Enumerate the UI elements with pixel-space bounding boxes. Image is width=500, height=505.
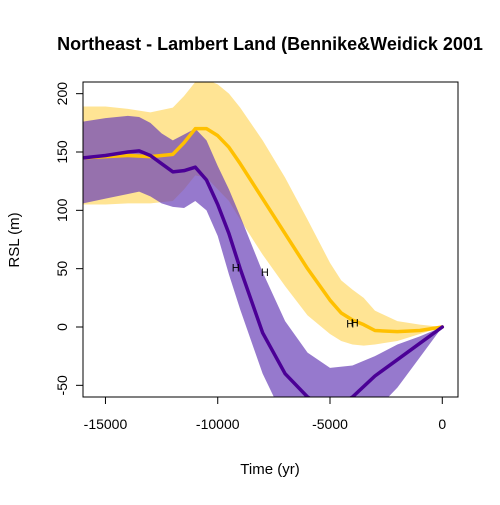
x-tick-label: 0 [438, 416, 446, 432]
x-tick-label: -5000 [312, 416, 348, 432]
x-tick-label: -10000 [196, 416, 240, 432]
series-line-2 [83, 149, 445, 397]
y-tick-label: 100 [54, 198, 70, 222]
x-axis-label: Time (yr) [240, 461, 299, 478]
observation-marker: H [351, 317, 359, 329]
y-tick-label: 0 [54, 323, 70, 331]
y-tick-label: 150 [54, 140, 70, 164]
observation-marker: H [232, 263, 240, 275]
y-tick-label: -50 [54, 375, 70, 395]
y-tick-label: 50 [54, 261, 70, 277]
y-tick-label: 200 [54, 82, 70, 106]
plot-area [83, 82, 445, 397]
plot-frame [82, 81, 459, 398]
y-axis-label: RSL (m) [6, 212, 23, 267]
observation-marker: H [261, 267, 269, 279]
x-tick-label: -15000 [84, 416, 128, 432]
uncertainty-band-2 [83, 115, 443, 397]
axes: -15000 -10000 -5000 0 -50 0 50 100 150 200 [54, 81, 459, 432]
series-line-1 [83, 126, 445, 334]
chart-title: Northeast - Lambert Land (Bennike&Weidic… [57, 34, 483, 54]
observation-marker: H [346, 319, 354, 331]
